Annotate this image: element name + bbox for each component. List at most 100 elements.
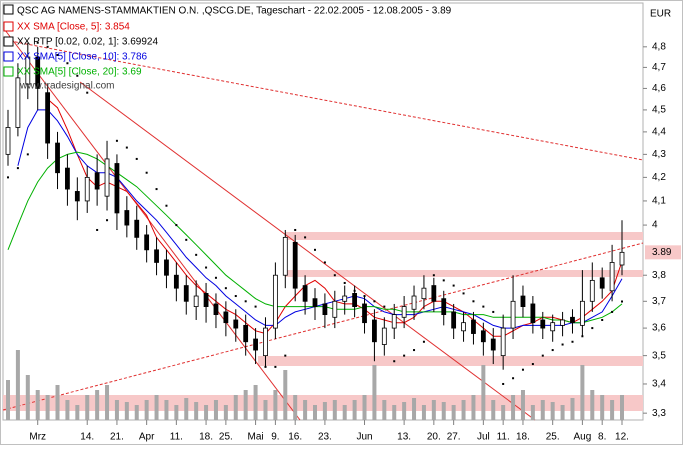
x-tick-label: 27. bbox=[447, 432, 461, 443]
volume-bar bbox=[45, 395, 50, 420]
x-tick-label: Aug bbox=[573, 432, 591, 443]
sar-dot bbox=[581, 335, 584, 338]
sar-dot bbox=[36, 41, 39, 44]
candle-body bbox=[292, 241, 298, 289]
volume-bar bbox=[580, 365, 585, 420]
sar-dot bbox=[333, 274, 336, 277]
volume-bar bbox=[600, 395, 605, 420]
volume-bar bbox=[461, 400, 466, 420]
candle-body bbox=[253, 338, 258, 351]
candle-body bbox=[490, 338, 496, 351]
candle-body bbox=[15, 77, 21, 128]
volume-bar bbox=[85, 395, 90, 420]
volume-bar bbox=[154, 395, 159, 420]
volume-bar bbox=[303, 400, 308, 420]
candle-body bbox=[421, 287, 427, 300]
volume-bar bbox=[273, 390, 278, 420]
candle-body bbox=[441, 298, 447, 316]
sar-dot bbox=[373, 300, 376, 303]
sar-dot bbox=[353, 289, 356, 292]
candle-body bbox=[589, 279, 595, 302]
volume-bar bbox=[313, 405, 317, 420]
y-tick-label: 3,6 bbox=[652, 323, 666, 334]
volume-bar bbox=[620, 395, 624, 420]
y-tick-label: 4 bbox=[652, 220, 658, 231]
sar-dot bbox=[323, 261, 326, 264]
candle-body bbox=[282, 236, 288, 276]
candle-body bbox=[579, 300, 585, 326]
sar-dot bbox=[46, 45, 49, 48]
y-tick-label: 3,8 bbox=[652, 270, 666, 281]
volume-bar bbox=[560, 405, 565, 420]
x-tick-label: 25. bbox=[546, 432, 560, 443]
candle-body bbox=[272, 274, 278, 329]
sar-dot bbox=[621, 300, 623, 303]
x-tick-label: 14. bbox=[80, 432, 94, 443]
y-tick-label: 3,5 bbox=[652, 350, 666, 361]
volume-bar bbox=[431, 400, 436, 420]
candle-body bbox=[104, 158, 110, 197]
volume-bar bbox=[233, 395, 238, 420]
sar-dot bbox=[7, 176, 9, 179]
legend-icon bbox=[3, 51, 14, 62]
sar-dot bbox=[284, 354, 287, 357]
candle-body bbox=[173, 274, 179, 289]
sar-dot bbox=[502, 382, 505, 385]
sar-dot bbox=[472, 300, 475, 303]
sar-dot bbox=[314, 248, 316, 251]
volume-layer bbox=[6, 350, 624, 420]
candle-body bbox=[213, 303, 219, 316]
sar-dot bbox=[224, 287, 227, 290]
volume-bar bbox=[144, 400, 149, 420]
volume-bar bbox=[55, 385, 60, 420]
sar-dot bbox=[452, 284, 455, 287]
volume-bar bbox=[243, 390, 248, 420]
candle-body bbox=[619, 251, 625, 266]
x-tick-label: 18. bbox=[516, 432, 530, 443]
plot-area bbox=[2, 2, 644, 421]
x-tick-label: Mrz bbox=[29, 432, 46, 443]
sar-dot bbox=[521, 368, 524, 371]
sar-dot bbox=[175, 224, 178, 227]
volume-bar bbox=[35, 390, 40, 420]
volume-bar bbox=[520, 390, 525, 420]
price-layer bbox=[5, 41, 625, 385]
y-tick-label: 3,3 bbox=[652, 408, 666, 419]
volume-bar bbox=[342, 405, 347, 420]
candle-body bbox=[134, 219, 140, 238]
volume-bar bbox=[293, 395, 298, 420]
candle-body bbox=[372, 319, 377, 343]
sar-dot bbox=[591, 327, 594, 330]
candle-body bbox=[55, 142, 60, 174]
x-tick-label: Jul bbox=[477, 432, 490, 443]
candle-body bbox=[401, 306, 407, 318]
sar-dot bbox=[601, 318, 604, 321]
candle-body bbox=[74, 191, 80, 202]
y-tick-label: 4,8 bbox=[652, 41, 666, 52]
x-tick-label: Mai bbox=[248, 432, 264, 443]
volume-bar bbox=[283, 370, 288, 420]
sar-dot bbox=[145, 171, 148, 174]
sar-dot bbox=[195, 253, 198, 256]
volume-bar bbox=[372, 365, 377, 420]
watermark: www.tradesignal.com bbox=[19, 81, 114, 92]
candle-body bbox=[193, 295, 199, 307]
sar-dot bbox=[274, 365, 277, 368]
candle-body bbox=[570, 316, 575, 324]
candle-body bbox=[183, 285, 189, 302]
volume-bar bbox=[194, 402, 199, 420]
trend-line-dashed bbox=[4, 39, 644, 161]
y-tick-label: 4,5 bbox=[652, 105, 666, 116]
sar-dot bbox=[86, 91, 89, 94]
candle-body bbox=[312, 298, 318, 307]
legend-entry: XX SMA[5] [Close, 10]: 3.786 bbox=[17, 52, 148, 63]
trend-line-dashed bbox=[2, 242, 644, 411]
sar-dot bbox=[76, 74, 79, 77]
candle-body bbox=[65, 167, 70, 190]
resistance-band bbox=[285, 270, 643, 277]
volume-bar bbox=[590, 390, 595, 420]
volume-bar bbox=[550, 402, 555, 420]
x-tick-label: 21. bbox=[110, 432, 124, 443]
sar-dot bbox=[294, 228, 297, 231]
sar-dot bbox=[432, 274, 435, 277]
